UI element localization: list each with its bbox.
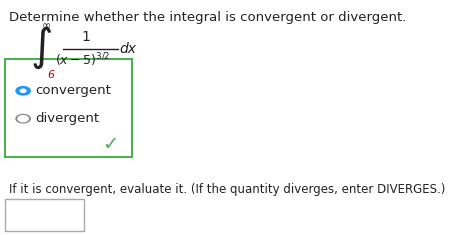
Text: ✓: ✓ [102, 135, 118, 154]
Circle shape [16, 114, 30, 123]
Circle shape [18, 116, 28, 122]
Text: $\int$: $\int$ [30, 25, 52, 71]
Text: If it is convergent, evaluate it. (If the quantity diverges, enter DIVERGES.): If it is convergent, evaluate it. (If th… [9, 183, 446, 196]
Text: $(x - 5)^{3/2}$: $(x - 5)^{3/2}$ [55, 52, 110, 69]
Text: ∞: ∞ [42, 21, 51, 31]
Circle shape [16, 87, 30, 95]
Text: 6: 6 [47, 70, 55, 79]
Text: dx: dx [119, 42, 136, 56]
Text: divergent: divergent [35, 112, 99, 125]
Text: Determine whether the integral is convergent or divergent.: Determine whether the integral is conver… [9, 11, 407, 24]
FancyBboxPatch shape [5, 59, 132, 157]
Text: 1: 1 [82, 30, 91, 44]
Circle shape [20, 89, 26, 92]
Text: convergent: convergent [35, 84, 111, 97]
FancyBboxPatch shape [5, 199, 84, 231]
